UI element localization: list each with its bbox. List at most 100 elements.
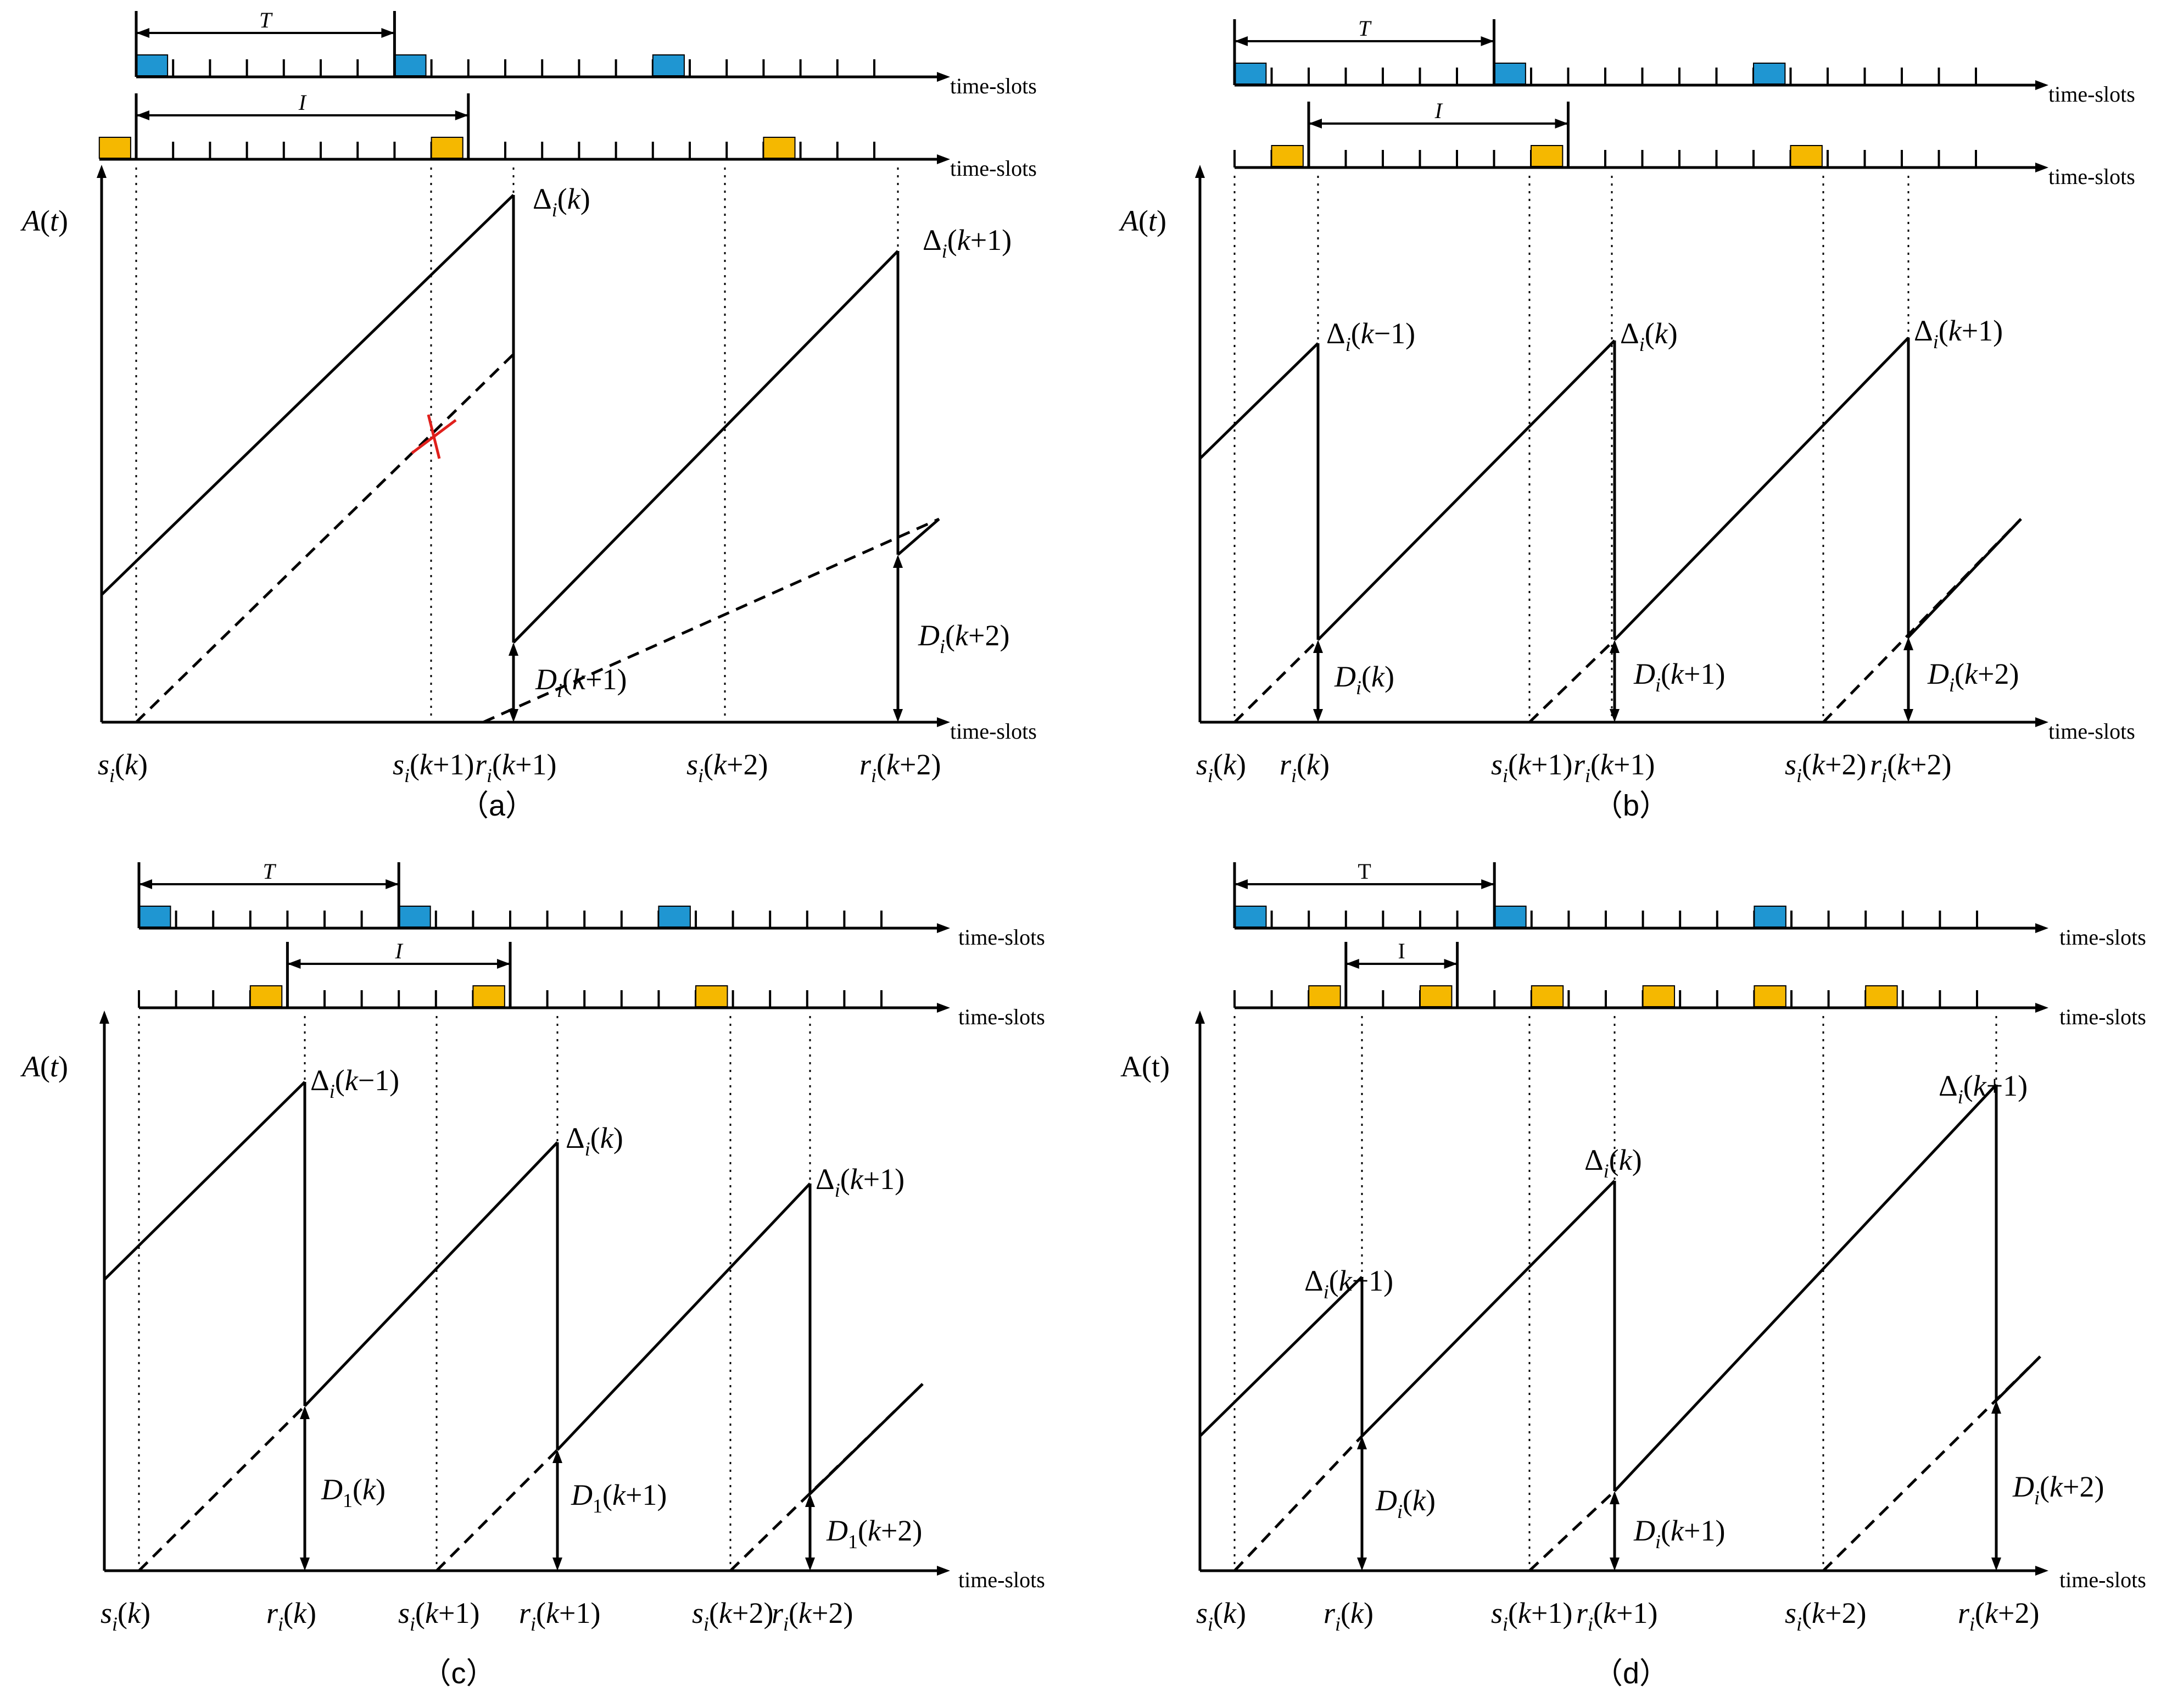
error-cross-stroke xyxy=(427,414,441,459)
delay-arrow xyxy=(509,643,518,722)
update-slot-block xyxy=(431,137,464,159)
time-axis-label: time-slots xyxy=(2059,1567,2146,1592)
sample-slot-block xyxy=(394,54,427,76)
delay-label: Di(k+2) xyxy=(918,619,1009,657)
age-sawtooth xyxy=(1199,337,2022,723)
delay-arrow-head xyxy=(805,1558,815,1571)
update-timeline-arrow xyxy=(2035,1003,2048,1013)
age-sawtooth xyxy=(1199,1084,2041,1572)
x-tick-label: ri(k+1) xyxy=(475,748,556,786)
period-interval-I: I xyxy=(1344,939,1459,1008)
x-tick-label: ri(k+2) xyxy=(1870,748,1951,786)
sample-slot-timeline: time-slots xyxy=(138,906,1045,950)
x-tick-label: si(k+2) xyxy=(686,748,768,786)
interval-arrow xyxy=(1555,119,1568,129)
time-axis-label: time-slots xyxy=(950,74,1037,98)
delay-arrow-head xyxy=(1991,1558,2001,1571)
x-tick-label: ri(k) xyxy=(266,1597,316,1635)
delay-ramp-dashed xyxy=(482,517,940,724)
delay-ramp-dashed xyxy=(1233,1435,1363,1572)
interval-label-I: I xyxy=(1398,939,1405,963)
time-axis-label: time-slots xyxy=(2059,925,2146,950)
delay-ramp-dashed xyxy=(1822,1355,2041,1572)
delay-arrow xyxy=(1991,1400,2001,1571)
update-slot-block xyxy=(98,137,131,159)
delay-arrow xyxy=(300,1406,310,1571)
x-tick-label: si(k+2) xyxy=(692,1597,773,1635)
update-slot-block xyxy=(763,137,796,159)
delay-label: Di(k+2) xyxy=(2012,1470,2104,1509)
y-axis-label: A(t) xyxy=(20,1050,68,1083)
age-ramp xyxy=(1199,342,1319,460)
sample-slot-block xyxy=(398,906,431,928)
interval-label-I: I xyxy=(395,939,404,963)
peak-age-label: Δi(k−1) xyxy=(1304,1264,1393,1303)
delay-arrow-head xyxy=(1313,709,1323,722)
x-tick-label: si(k+2) xyxy=(1785,748,1866,786)
delay-arrow xyxy=(1610,640,1620,722)
update-slot-block xyxy=(249,985,283,1007)
interval-arrow xyxy=(1235,36,1248,46)
time-axis-label: time-slots xyxy=(958,1567,1045,1592)
sample-slot-block xyxy=(1234,906,1267,928)
y-axis-label: A(t) xyxy=(1119,204,1166,237)
delay-arrow-head xyxy=(552,1558,562,1571)
x-axis-arrow xyxy=(2035,717,2048,727)
delay-label: Di(k) xyxy=(1375,1484,1436,1522)
interval-label-T: T xyxy=(259,8,273,32)
time-axis-label: time-slots xyxy=(958,925,1045,950)
interval-arrow xyxy=(1309,119,1322,129)
period-interval-I: I xyxy=(286,939,512,1008)
delay-label: Di(k+2) xyxy=(1927,657,2019,696)
period-interval-T: T xyxy=(1233,16,1495,85)
sample-timeline-arrow xyxy=(2035,80,2048,90)
interval-arrow xyxy=(1444,959,1458,969)
delay-arrow-head xyxy=(1610,709,1620,722)
delay-arrow xyxy=(1313,640,1323,722)
age-ramp xyxy=(1613,1084,1997,1492)
sample-slot-block xyxy=(1494,906,1527,928)
update-slot-block xyxy=(695,985,728,1007)
interval-label-T: T xyxy=(1358,859,1371,884)
x-tick-label: ri(k+2) xyxy=(1958,1597,2039,1635)
x-tick-label: si(k) xyxy=(98,748,148,786)
interval-arrow xyxy=(386,879,399,889)
sample-slot-block xyxy=(1234,63,1267,85)
x-tick-label: si(k+1) xyxy=(1491,1597,1572,1635)
update-slot-block xyxy=(1531,985,1564,1007)
delay-arrow-head xyxy=(509,709,518,722)
update-slot-block xyxy=(1308,985,1341,1007)
delay-arrow-head xyxy=(1610,1491,1620,1504)
main-axes: time-slots A(t) xyxy=(1119,165,2135,744)
time-guides xyxy=(1233,176,1909,722)
caption-a: （a） xyxy=(459,789,535,822)
age-ramp xyxy=(100,194,515,596)
x-tick-label: ri(k) xyxy=(1280,748,1330,786)
x-tick-label: si(k+1) xyxy=(393,748,474,786)
interval-label-T: T xyxy=(263,859,276,884)
x-tick-label: ri(k) xyxy=(1324,1597,1373,1635)
update-slot-block xyxy=(1531,145,1564,167)
period-interval-T: T xyxy=(137,859,400,928)
age-ramp xyxy=(1199,1276,1363,1437)
interval-arrow xyxy=(1481,36,1494,46)
age-ramp xyxy=(304,1141,559,1407)
period-interval-T: T xyxy=(135,8,396,77)
update-slot-block xyxy=(1642,985,1676,1007)
peak-age-label: Δi(k−1) xyxy=(310,1064,399,1102)
caption-b: （b） xyxy=(1593,789,1669,822)
time-axis-label: time-slots xyxy=(2048,719,2135,744)
time-axis-label: time-slots xyxy=(958,1004,1045,1029)
delay-arrow-head xyxy=(1903,709,1913,722)
sample-slot-block xyxy=(1754,906,1786,928)
sample-timeline-arrow xyxy=(2035,923,2048,933)
interval-arrow xyxy=(455,110,468,120)
delay-arrow-head xyxy=(1991,1400,2001,1414)
update-slot-block xyxy=(1790,145,1823,167)
x-tick-label: si(k+2) xyxy=(1785,1597,1866,1635)
peak-age-label: Δi(k+1) xyxy=(923,224,1012,262)
x-axis-arrow xyxy=(2035,1566,2048,1576)
